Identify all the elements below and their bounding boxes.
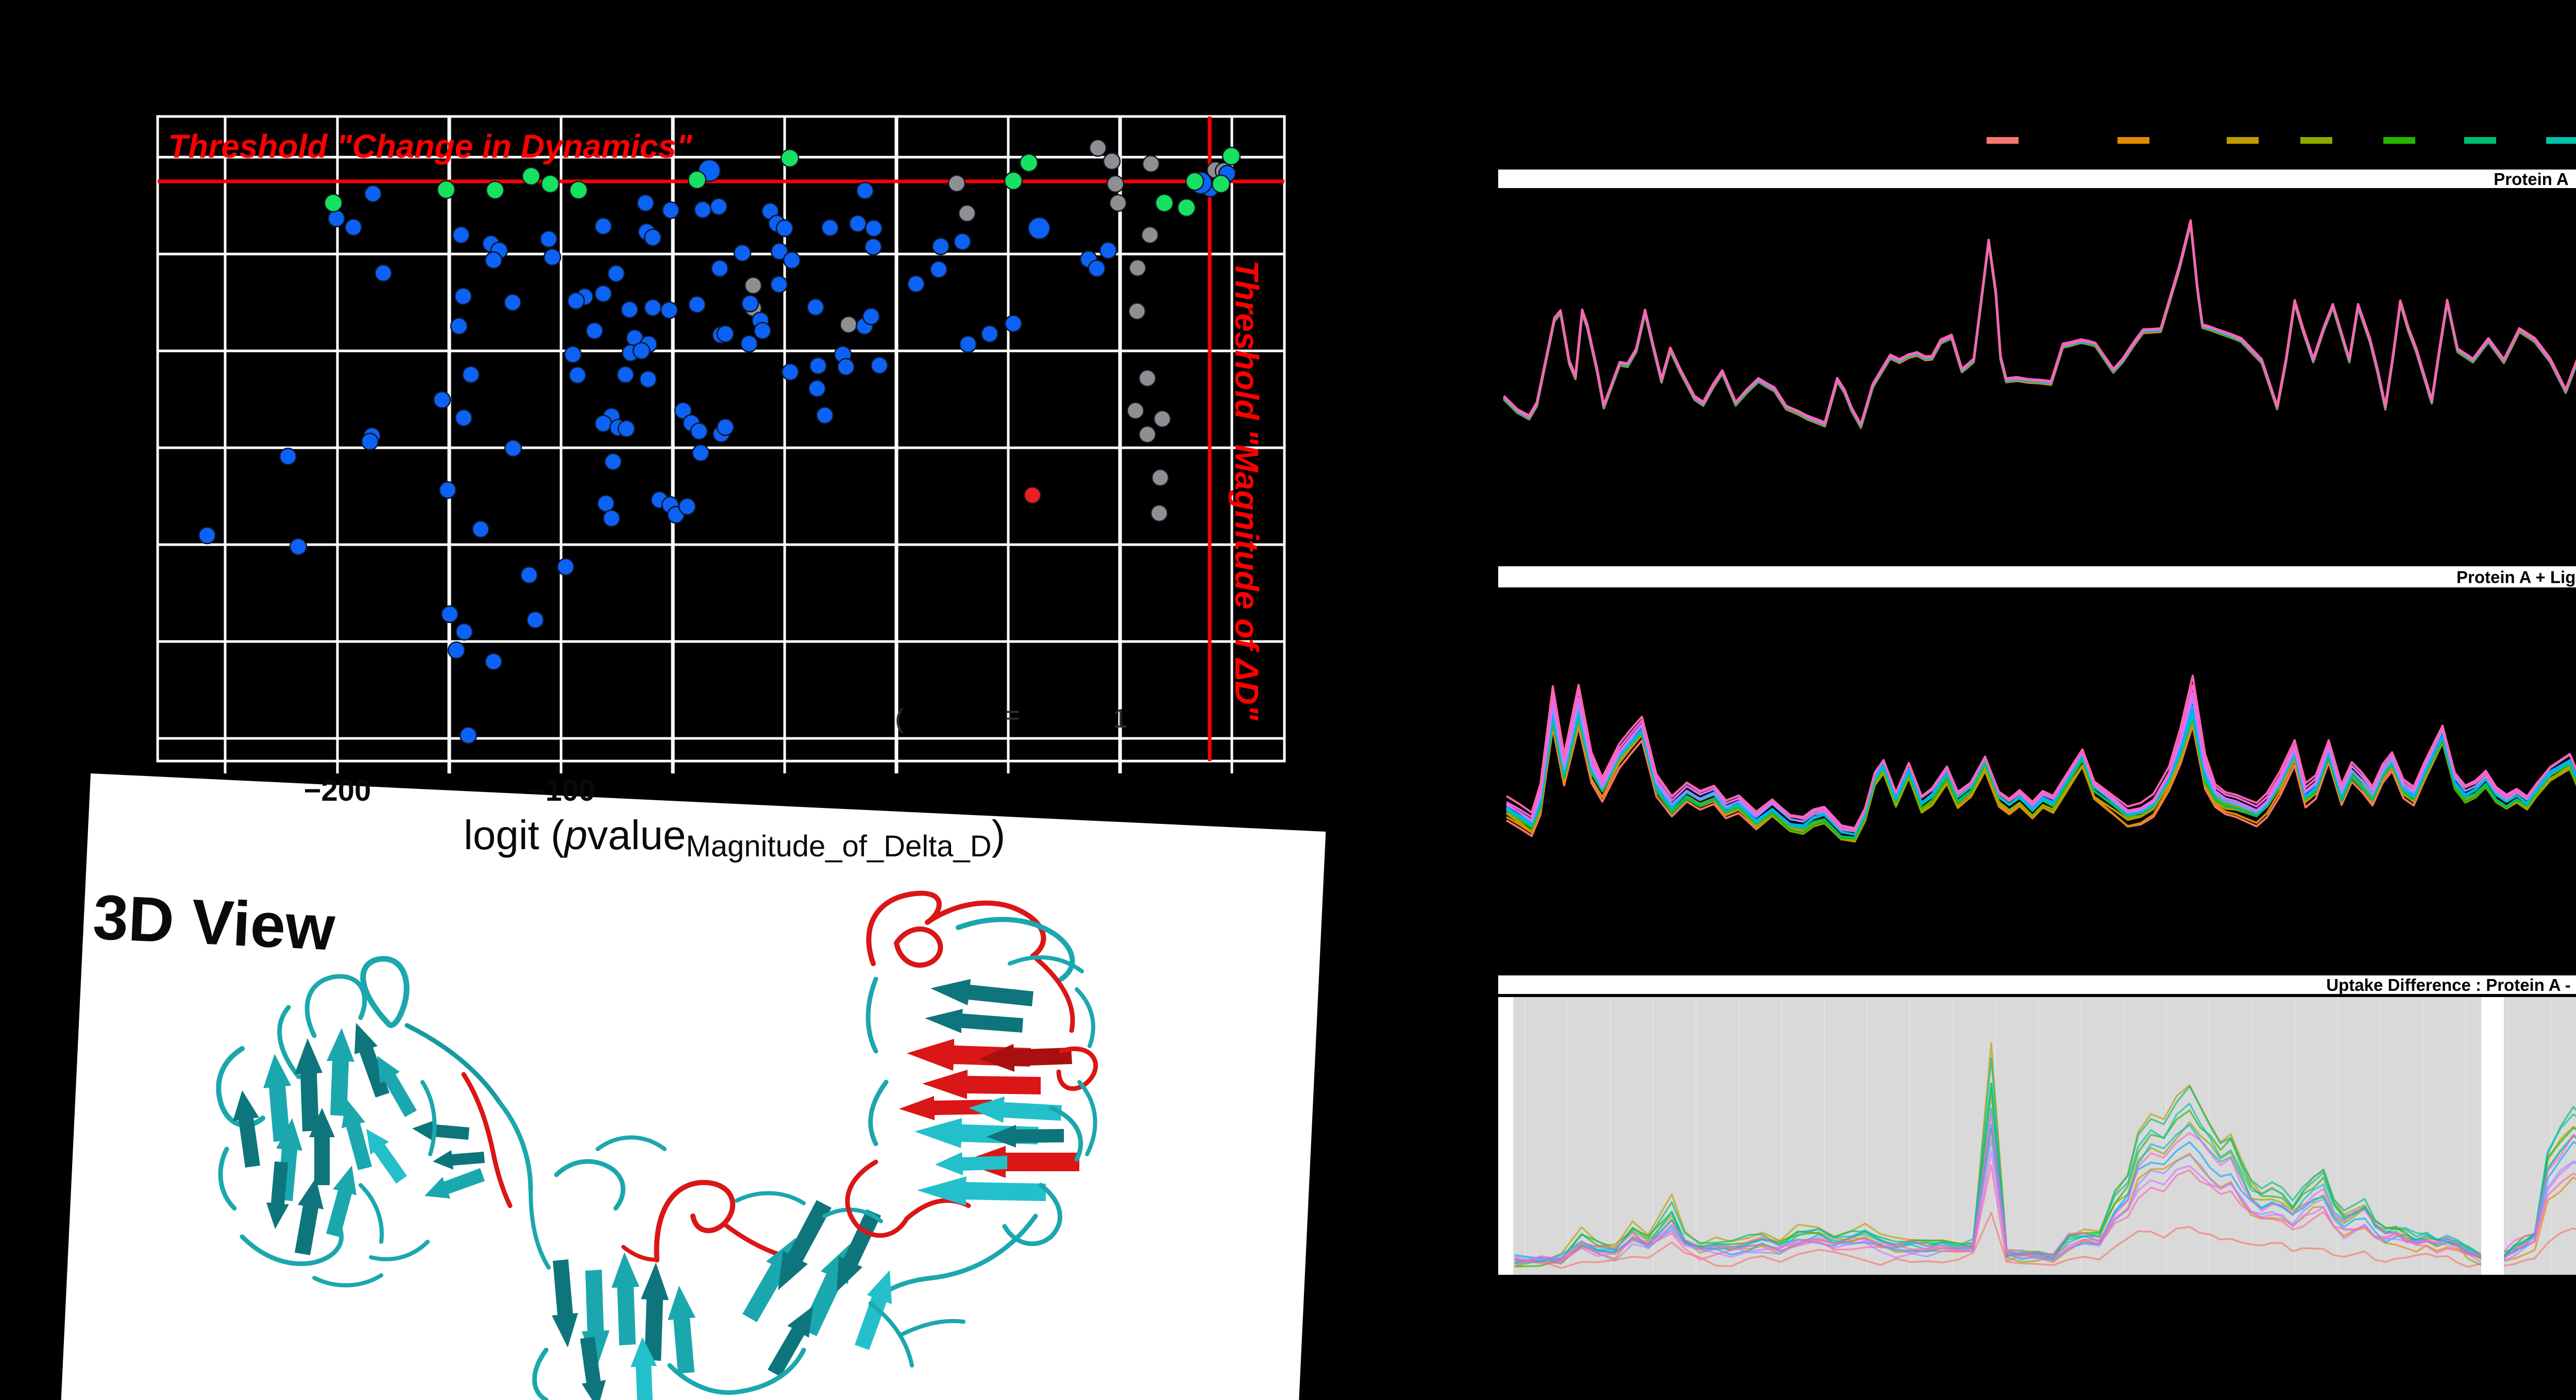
svg-text:Uptake Difference : Protein A: Uptake Difference : Protein A - (Protein… <box>2326 975 2576 994</box>
svg-text:Protein A + Ligand: Protein A + Ligand <box>2456 568 2576 587</box>
svg-text:1: 1 <box>1113 704 1128 734</box>
svg-text:=: = <box>1005 700 1020 730</box>
svg-text:−100: −100 <box>528 774 596 807</box>
svg-text:Protein A: Protein A <box>2494 170 2568 189</box>
svg-text:Threshold "Change in Dynamics": Threshold "Change in Dynamics" <box>168 128 692 165</box>
svg-text:−200: −200 <box>304 774 371 807</box>
svg-text:3D View: 3D View <box>92 882 337 964</box>
svg-text:Threshold "Magnitude of ΔD": Threshold "Magnitude of ΔD" <box>1228 260 1265 721</box>
svg-text:(: ( <box>895 704 904 734</box>
